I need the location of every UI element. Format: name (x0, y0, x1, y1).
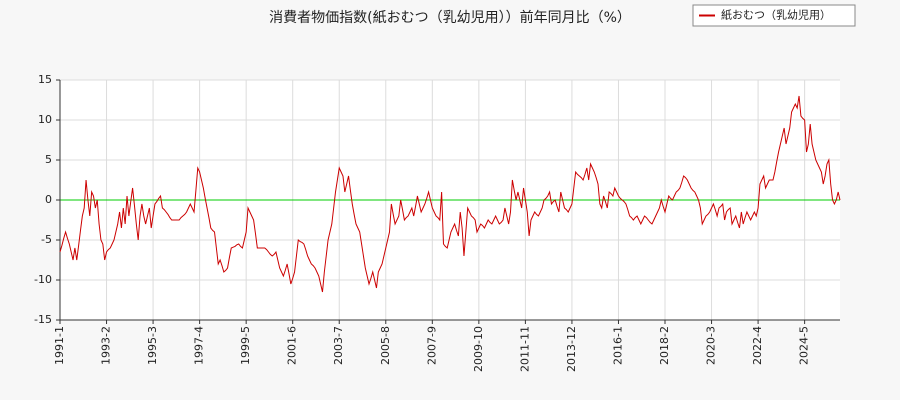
x-tick-label: 1999-5 (239, 326, 252, 365)
x-tick-label: 1991-1 (53, 326, 66, 365)
x-tick-label: 2011-11 (518, 326, 531, 372)
x-tick-label: 2013-12 (565, 326, 578, 372)
x-tick-label: 2024-5 (798, 326, 811, 365)
x-tick-label: 2003-7 (332, 326, 345, 365)
legend-box (692, 4, 856, 27)
x-tick-label: 2009-10 (472, 326, 485, 372)
legend-label: 紙おむつ（乳幼児用） (721, 8, 831, 22)
x-tick-label: 1997-4 (193, 326, 206, 365)
x-tick-label: 2018-2 (658, 326, 671, 365)
y-tick-label: 5 (45, 153, 52, 166)
x-tick-label: 2020-3 (705, 326, 718, 365)
x-tick-label: 1995-3 (146, 326, 159, 365)
x-tick-label: 2022-4 (751, 326, 764, 365)
x-tick-label: 2007-9 (425, 326, 438, 365)
y-tick-label: 0 (45, 193, 52, 206)
x-tick-label: 2001-6 (286, 326, 299, 365)
y-tick-label: -15 (34, 313, 52, 326)
x-tick-label: 2016-1 (611, 326, 624, 365)
series-line (59, 95, 841, 293)
legend: 紙おむつ（乳幼児用） (692, 4, 856, 27)
y-tick-label: -10 (34, 273, 52, 286)
y-tick-label: -5 (41, 233, 52, 246)
x-tick-label: 1993-2 (100, 326, 113, 365)
chart-title: 消費者物価指数(紙おむつ（乳幼児用））前年同月比（%） (269, 9, 631, 26)
y-tick-label: 15 (38, 73, 52, 86)
x-tick-label: 2005-8 (379, 326, 392, 365)
y-tick-label: 10 (38, 113, 52, 126)
